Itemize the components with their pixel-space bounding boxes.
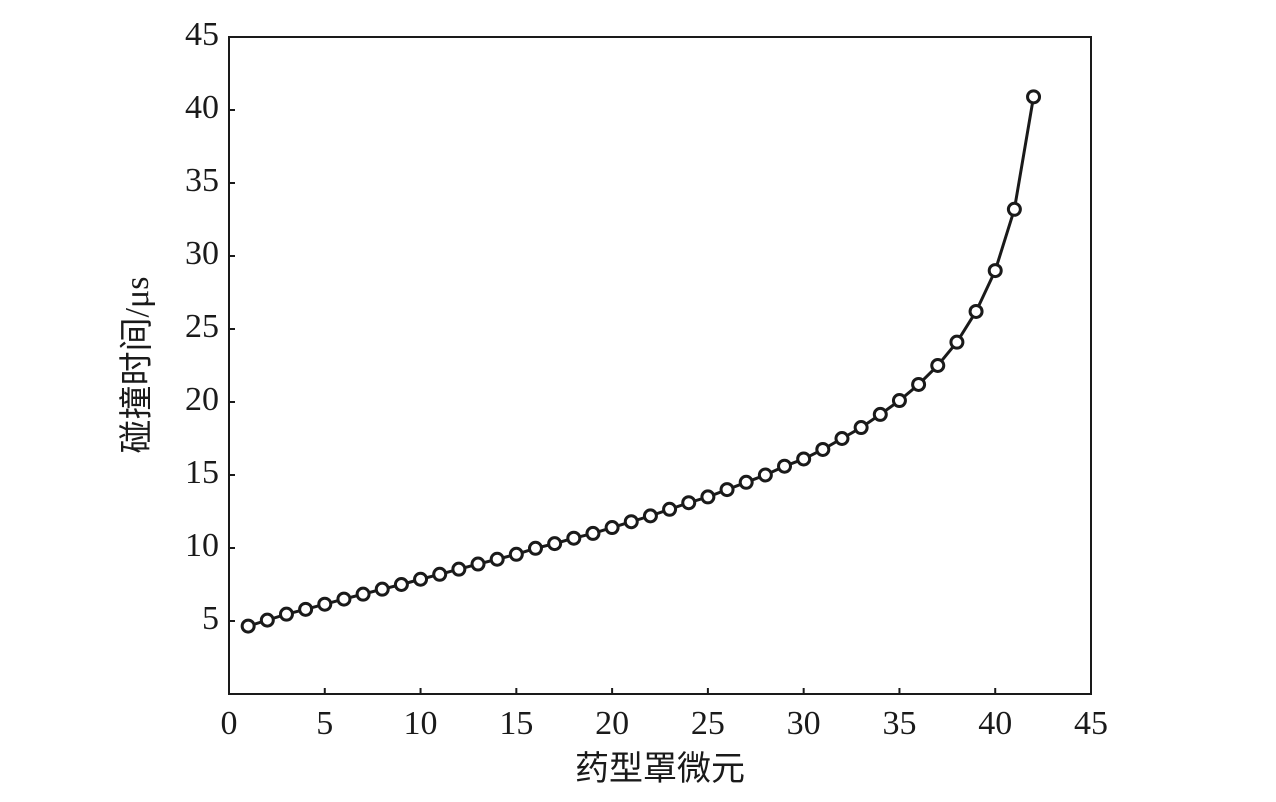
plot-frame	[228, 36, 1092, 695]
data-point	[891, 393, 907, 409]
x-axis-label: 药型罩微元	[575, 750, 745, 788]
y-tick-label: 35	[185, 162, 219, 199]
data-point	[374, 581, 390, 597]
x-tick-label: 0	[221, 705, 238, 742]
data-point	[527, 540, 543, 556]
data-point	[489, 551, 505, 567]
data-point	[240, 618, 256, 634]
x-tick-label: 15	[499, 705, 533, 742]
data-point	[393, 577, 409, 592]
y-tick-label: 5	[202, 600, 219, 637]
x-tick-label: 45	[1074, 705, 1108, 742]
data-point	[662, 501, 678, 517]
data-point	[642, 508, 658, 524]
data-point	[623, 514, 639, 530]
data-point	[853, 420, 869, 436]
y-axis-label: 碰撞时间/μs	[118, 277, 156, 454]
data-point	[355, 586, 371, 602]
y-tick-label: 30	[185, 235, 219, 272]
data-point	[508, 546, 524, 562]
data-point	[815, 441, 831, 457]
data-point	[278, 606, 294, 622]
data-point	[566, 530, 582, 546]
x-tick-label: 5	[316, 705, 333, 742]
data-point	[968, 303, 984, 319]
data-point	[470, 556, 486, 572]
data-point	[1026, 89, 1042, 105]
data-point	[796, 451, 812, 467]
y-tick-label: 25	[185, 308, 219, 345]
x-tick-label: 40	[978, 705, 1012, 742]
data-point	[681, 495, 697, 511]
data-point	[911, 376, 927, 392]
y-tick-label: 15	[185, 454, 219, 491]
data-point	[432, 566, 448, 582]
data-point	[719, 482, 735, 498]
x-tick-label: 30	[787, 705, 821, 742]
x-tick-label: 10	[404, 705, 438, 742]
y-tick-label: 20	[185, 381, 219, 418]
data-point	[451, 561, 467, 577]
data-point	[757, 467, 773, 483]
y-tick-label: 40	[185, 89, 219, 126]
data-point	[1006, 201, 1022, 217]
x-tick-label: 20	[595, 705, 629, 742]
data-point	[700, 489, 716, 505]
data-point	[547, 536, 563, 552]
x-tick-label: 35	[882, 705, 916, 742]
x-tick-label: 25	[691, 705, 725, 742]
data-point	[872, 406, 888, 422]
y-tick-label: 10	[185, 527, 219, 564]
data-point	[930, 358, 946, 373]
data-point	[987, 263, 1003, 279]
data-point	[413, 571, 429, 587]
data-point	[604, 520, 620, 536]
data-point	[777, 458, 793, 474]
data-point	[834, 431, 850, 446]
data-point	[336, 591, 352, 607]
data-point	[949, 334, 965, 350]
data-point	[317, 596, 333, 612]
data-point	[738, 474, 754, 490]
data-point	[585, 525, 601, 541]
y-tick-label: 45	[185, 16, 219, 53]
series-line	[247, 96, 1036, 628]
data-point	[259, 612, 275, 628]
data-point	[298, 601, 314, 617]
